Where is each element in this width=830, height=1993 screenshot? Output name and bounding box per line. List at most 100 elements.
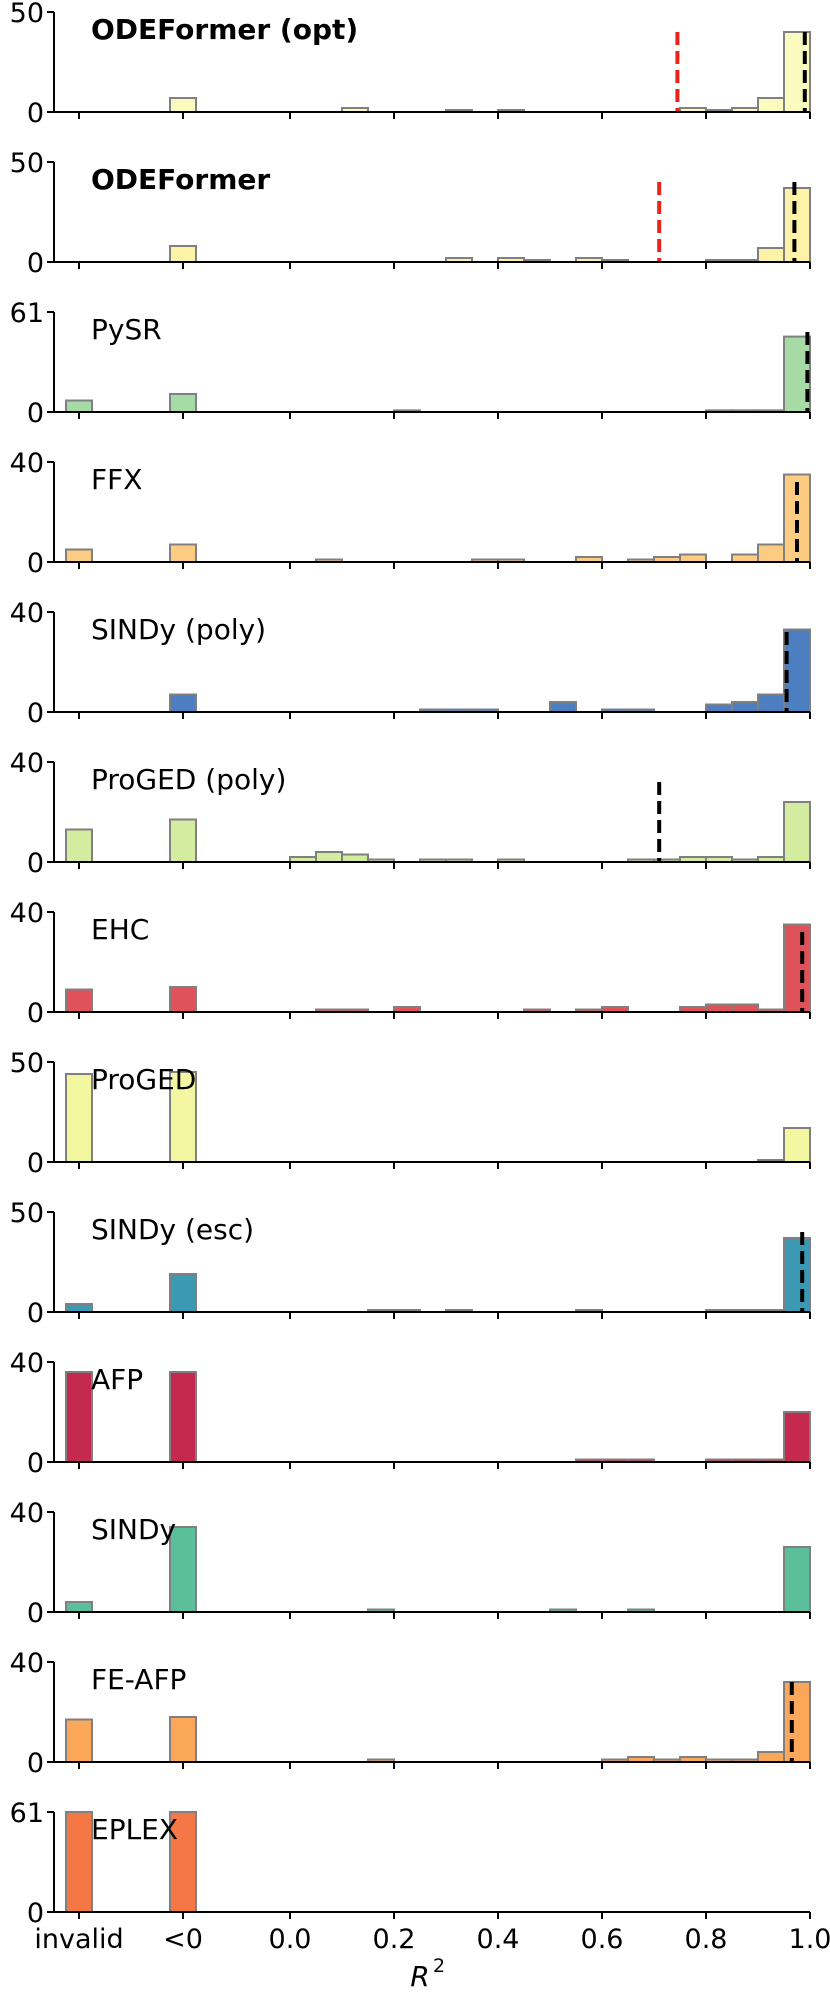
y-tick-label: 0 [27, 548, 44, 579]
method-label: ProGED (poly) [91, 763, 286, 796]
y-tick-label: 0 [27, 1898, 44, 1929]
histogram-bar [731, 1003, 759, 1013]
x-tick-label: 0.2 [373, 1924, 416, 1955]
histogram-bar [783, 1237, 811, 1313]
histogram-bar [757, 543, 785, 563]
histogram-bar [783, 187, 811, 263]
y-tick-label: 50 [10, 1198, 44, 1229]
method-label: SINDy (esc) [91, 1213, 254, 1246]
histogram-bar [705, 703, 733, 713]
histogram-bar [169, 392, 197, 414]
histogram-bar [65, 1371, 93, 1463]
histogram-bar [65, 548, 93, 563]
method-label: SINDy [91, 1513, 176, 1546]
histogram-bar [549, 701, 577, 713]
histogram-bar [169, 1371, 197, 1463]
histogram-bar [705, 1003, 733, 1013]
x-tick-label: 0.0 [269, 1924, 312, 1955]
histogram-bar [679, 553, 707, 563]
method-label: SINDy (poly) [91, 613, 266, 646]
method-label: ProGED [91, 1063, 196, 1096]
histogram-bar [757, 693, 785, 713]
histogram-bar [169, 1273, 197, 1313]
y-tick-label: 40 [10, 598, 44, 629]
y-tick-label: 0 [27, 398, 44, 429]
histogram-bar [757, 97, 785, 113]
histogram-bar [65, 1601, 93, 1613]
x-tick-label: <0 [163, 1924, 203, 1955]
histogram-bar [341, 853, 369, 863]
x-tick-label: 1.0 [789, 1924, 830, 1955]
x-tick-label: 0.4 [477, 1924, 520, 1955]
histogram-bar [783, 1127, 811, 1163]
y-tick-label: 40 [10, 1648, 44, 1679]
y-tick-label: 0 [27, 698, 44, 729]
histogram-bar [65, 988, 93, 1013]
histogram-bar [169, 1716, 197, 1763]
panel-proged: 0 50 ProGED [10, 1048, 811, 1179]
histogram-bar [169, 543, 197, 563]
histogram-bar [783, 923, 811, 1013]
y-tick-label: 0 [27, 848, 44, 879]
x-axis-title: R [410, 1960, 429, 1993]
panel-ehc: 0 40 EHC [10, 898, 811, 1029]
y-tick-label: 50 [10, 148, 44, 179]
method-label: ODEFormer (opt) [91, 13, 358, 46]
histogram-bar [65, 1718, 93, 1763]
method-label: PySR [91, 313, 162, 346]
y-tick-label: 40 [10, 1348, 44, 1379]
histogram-bar [169, 245, 197, 263]
method-label: FFX [91, 463, 142, 496]
histogram-bar [65, 399, 93, 414]
panel-sindy-poly-: 0 40 SINDy (poly) [10, 598, 811, 729]
histogram-bar [65, 1303, 93, 1313]
panel-afp: 0 40 AFP [10, 1348, 811, 1479]
histogram-bar [169, 1526, 197, 1613]
panel-pysr: 0 61 PySR [10, 298, 811, 429]
panel-odeformer: 0 50 ODEFormer [10, 148, 811, 279]
y-tick-label: 50 [10, 1048, 44, 1079]
x-tick-label: invalid [34, 1924, 123, 1955]
y-tick-label: 40 [10, 748, 44, 779]
histogram-bar [169, 97, 197, 113]
y-tick-label: 0 [27, 1298, 44, 1329]
histogram-bar [169, 986, 197, 1013]
method-label: AFP [91, 1363, 143, 1396]
method-label: ODEFormer [91, 163, 270, 196]
histogram-bar [783, 1681, 811, 1763]
x-tick-label: 0.6 [581, 1924, 624, 1955]
y-tick-label: 50 [10, 0, 44, 29]
histogram-bar [783, 1546, 811, 1613]
histogram-bar [65, 828, 93, 863]
y-tick-label: 0 [27, 1748, 44, 1779]
y-tick-label: 61 [10, 1798, 44, 1829]
panel-eplex: 0 61 EPLEX [10, 1798, 811, 1929]
histogram-bar [731, 701, 759, 713]
panel-proged-poly-: 0 40 ProGED (poly) [10, 748, 811, 879]
x-axis-title-superscript: 2 [433, 1955, 445, 1977]
y-tick-label: 0 [27, 98, 44, 129]
panel-ffx: 0 40 FFX [10, 448, 811, 579]
histogram-bar [65, 1811, 93, 1913]
panel-sindy: 0 40 SINDy [10, 1498, 811, 1629]
y-tick-label: 40 [10, 898, 44, 929]
histogram-bar [757, 247, 785, 263]
y-tick-label: 0 [27, 998, 44, 1029]
panel-sindy-esc-: 0 50 SINDy (esc) [10, 1198, 811, 1329]
panel-fe-afp: 0 40 FE-AFP [10, 1648, 811, 1779]
histogram-bar [783, 1411, 811, 1463]
histogram-bar [783, 801, 811, 863]
y-tick-label: 0 [27, 248, 44, 279]
y-tick-label: 40 [10, 1498, 44, 1529]
histogram-bar [757, 1751, 785, 1763]
panel-odeformer-opt-: 0 50 ODEFormer (opt) [10, 0, 811, 129]
method-label: EHC [91, 913, 149, 946]
histogram-bar [169, 1811, 197, 1913]
method-label: FE-AFP [91, 1663, 186, 1696]
histogram-bar [169, 693, 197, 713]
y-tick-label: 0 [27, 1598, 44, 1629]
histogram-bar [169, 818, 197, 863]
y-tick-label: 0 [27, 1148, 44, 1179]
method-label: EPLEX [91, 1813, 178, 1846]
